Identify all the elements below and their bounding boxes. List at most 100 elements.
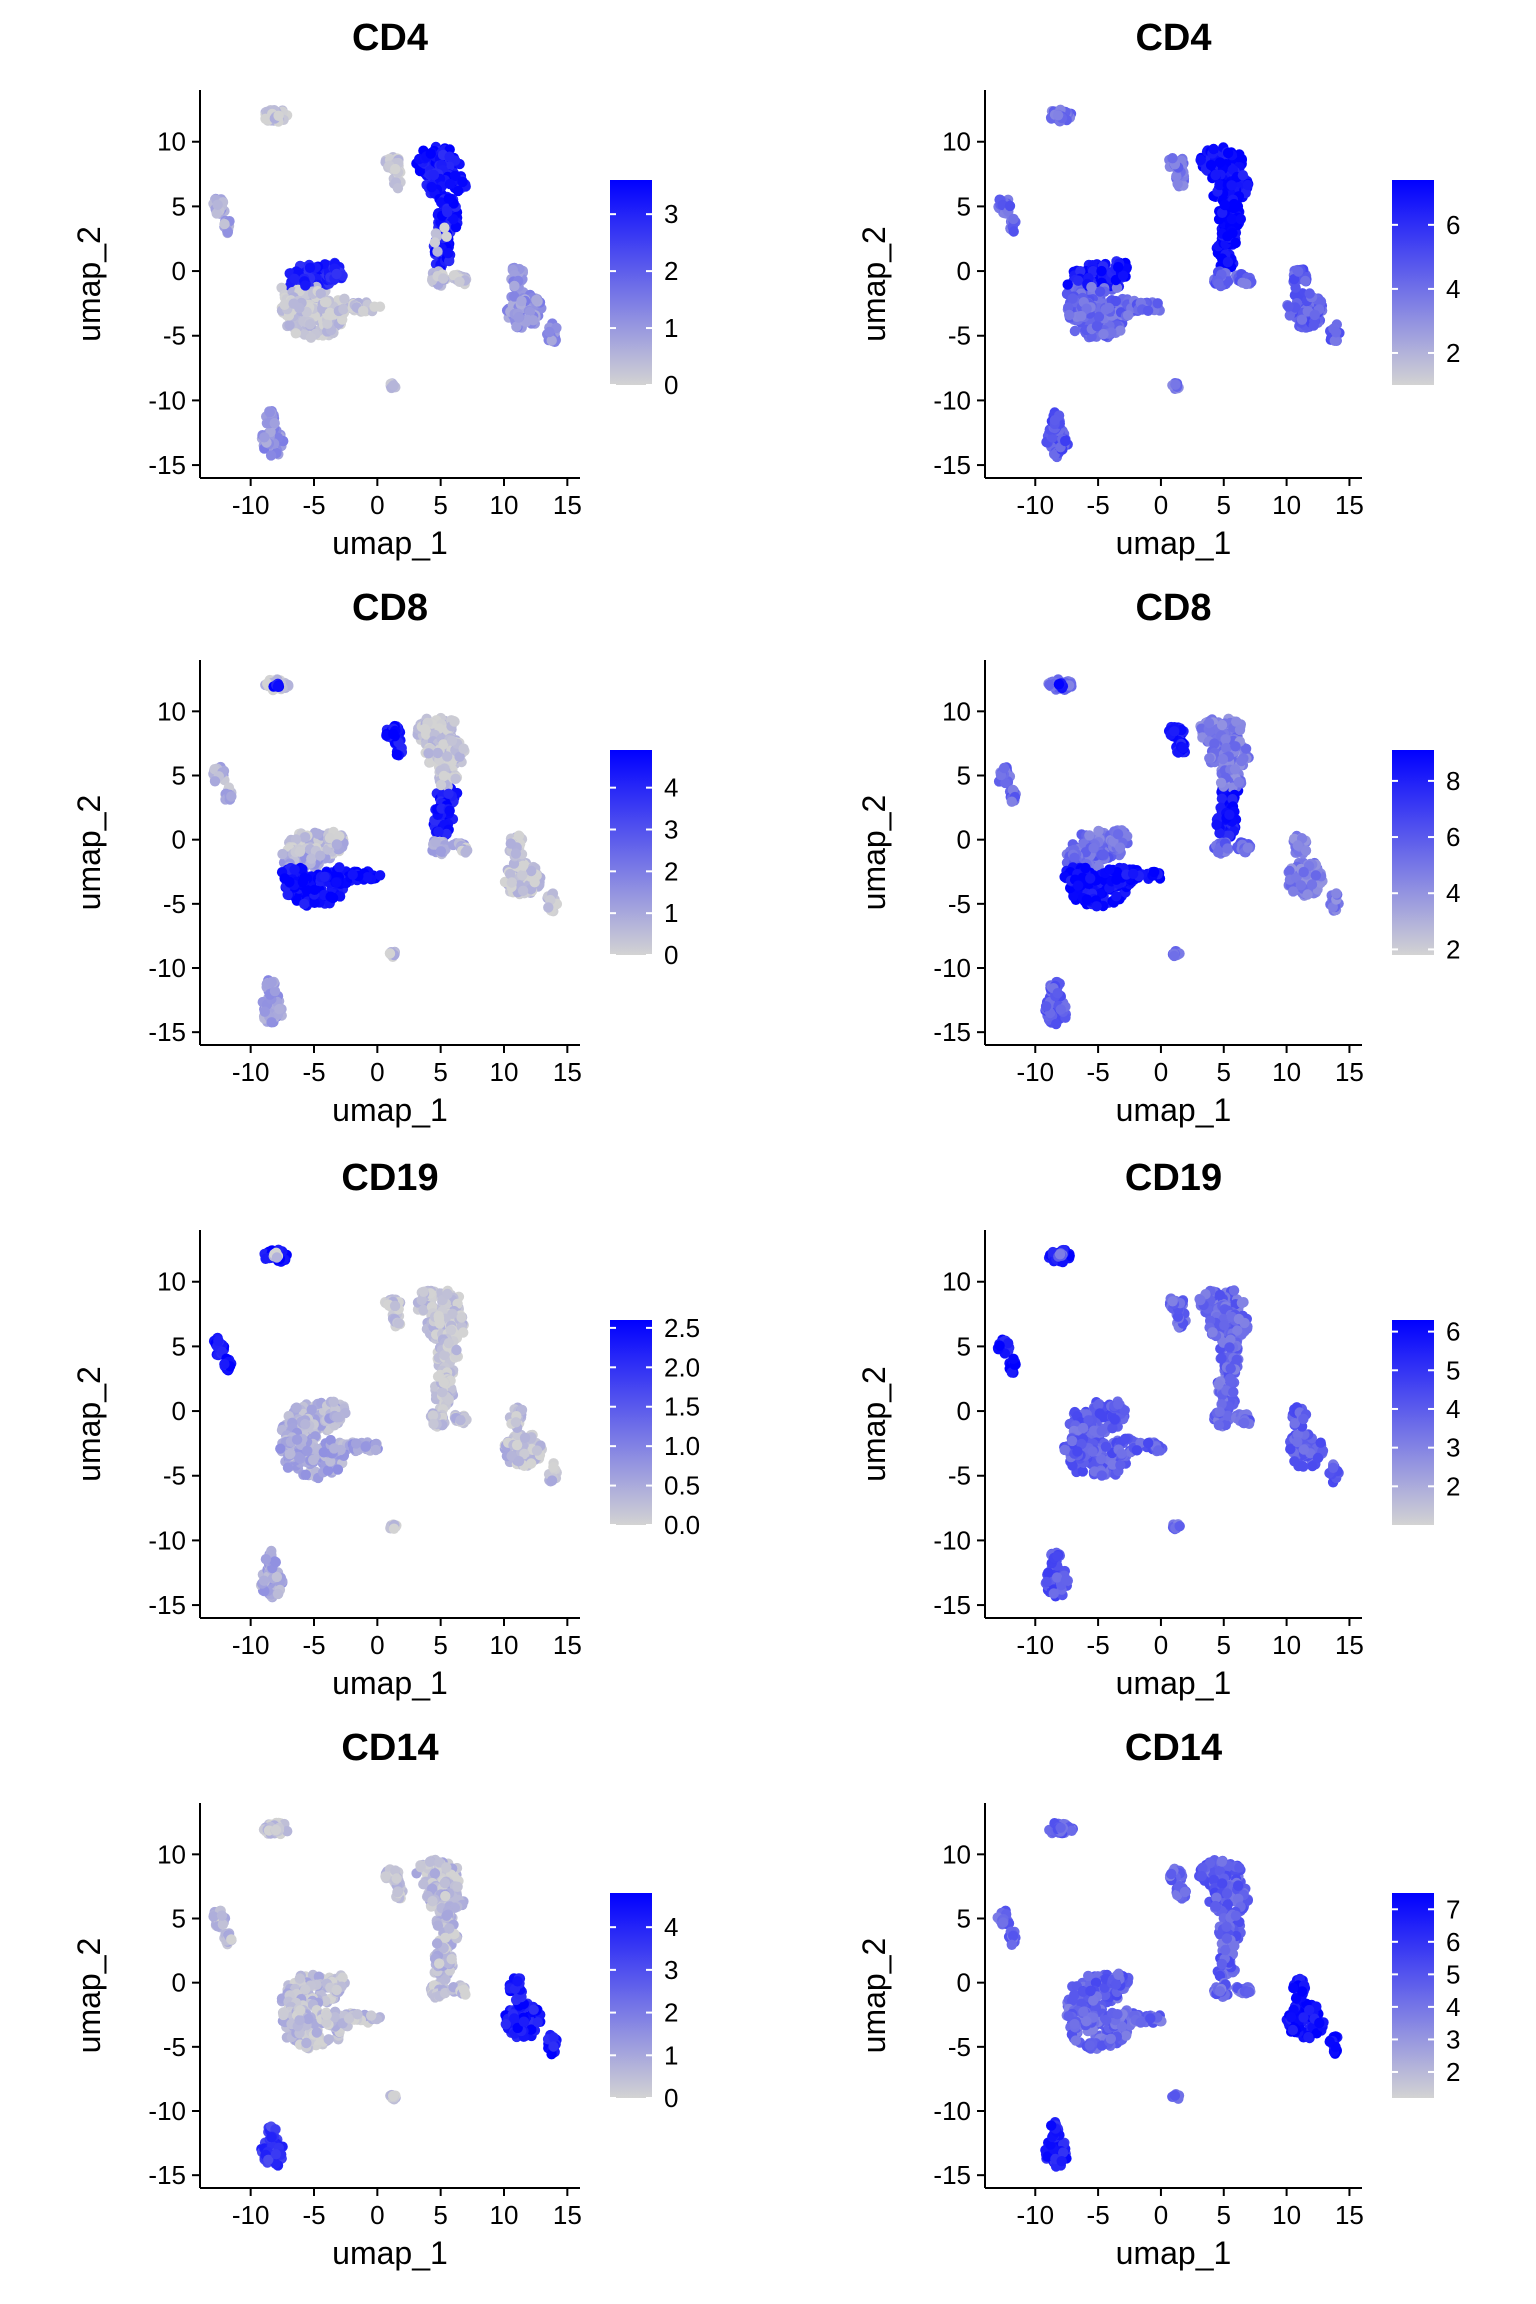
umap-point — [1236, 755, 1247, 767]
umap-point — [517, 869, 528, 881]
umap-point — [347, 869, 358, 880]
umap-point — [1288, 274, 1300, 285]
umap-point — [259, 1006, 270, 1017]
umap-point — [1069, 852, 1080, 863]
umap-point — [1142, 305, 1154, 316]
umap-point — [433, 1313, 445, 1325]
umap-point — [266, 977, 277, 988]
umap-point — [1213, 278, 1224, 289]
umap-point — [1217, 753, 1229, 765]
panel-title: CD4 — [1135, 17, 1211, 59]
x-tick-label: 15 — [553, 1630, 582, 1660]
umap-point — [258, 1575, 270, 1586]
umap-point — [441, 231, 452, 242]
x-tick-label: -10 — [1016, 490, 1054, 520]
umap-point — [300, 280, 311, 291]
umap-point — [360, 1441, 371, 1453]
y-tick-label: 10 — [942, 696, 971, 726]
x-axis-label: umap_1 — [1116, 525, 1232, 561]
y-tick-label: 0 — [172, 825, 186, 855]
umap-point — [334, 831, 345, 842]
umap-point — [306, 853, 317, 864]
umap-point — [331, 268, 342, 280]
umap-point — [516, 295, 527, 307]
x-axis-label: umap_1 — [332, 525, 448, 561]
umap-point — [513, 312, 524, 323]
x-tick-label: 5 — [1217, 1057, 1231, 1087]
umap-point — [271, 1252, 283, 1263]
umap-point — [370, 1444, 381, 1456]
umap-point — [510, 1417, 522, 1428]
x-tick-label: 0 — [1154, 1057, 1168, 1087]
umap-point — [1309, 309, 1321, 321]
umap-point — [1230, 237, 1241, 249]
umap-panel-cd8-left: CD8-10 -5 0 5 10 151050-5-10-15umap_1umap_243… — [71, 587, 678, 1128]
umap-point — [1235, 213, 1247, 225]
umap-point — [1088, 842, 1099, 854]
umap-point — [1073, 275, 1084, 286]
umap-point — [1044, 679, 1055, 690]
umap-point — [438, 770, 450, 782]
umap-point — [291, 1434, 303, 1445]
colorbar-tick-label: 2 — [664, 856, 678, 886]
umap-point — [269, 418, 280, 429]
umap-point — [457, 176, 468, 188]
umap-point — [300, 1469, 311, 1481]
umap-point — [443, 247, 454, 259]
umap-point — [272, 1588, 284, 1600]
umap-point — [219, 218, 230, 230]
umap-point — [444, 178, 456, 190]
umap-point — [1096, 265, 1107, 277]
y-tick-label: 5 — [172, 191, 186, 221]
umap-point — [1076, 310, 1087, 322]
umap-point — [1103, 302, 1115, 314]
umap-point — [331, 877, 342, 888]
panel-title: CD19 — [341, 1157, 438, 1199]
umap-points — [993, 674, 1344, 1030]
umap-point — [1310, 870, 1322, 881]
umap-point — [1302, 889, 1313, 900]
umap-point — [1077, 1422, 1089, 1434]
umap-point — [546, 335, 557, 346]
x-axis-label: umap_1 — [332, 1665, 448, 1701]
umap-point — [390, 163, 401, 175]
umap-point — [1060, 435, 1071, 447]
umap-point — [426, 181, 437, 193]
umap-point — [290, 328, 301, 339]
umap-point — [272, 681, 284, 692]
umap-point — [389, 1300, 401, 1312]
colorbar — [610, 750, 652, 955]
colorbar-tick-label: 4 — [664, 773, 678, 803]
umap-point — [1067, 293, 1078, 304]
colorbar-tick-label: 8 — [1446, 766, 1460, 796]
x-tick-label: 5 — [433, 1630, 447, 1660]
umap-point — [284, 320, 295, 331]
colorbar-tick-label: 1 — [664, 898, 678, 928]
umap-point — [1205, 159, 1217, 171]
umap-point — [423, 748, 434, 759]
umap-point — [312, 828, 323, 839]
umap-point — [449, 716, 460, 727]
umap-point — [1050, 1018, 1062, 1030]
colorbar-tick-label: 2 — [1446, 338, 1460, 368]
umap-point — [543, 902, 554, 913]
umap-point — [388, 728, 399, 740]
umap-point — [279, 299, 290, 310]
colorbar-tick-label: 1 — [664, 313, 678, 343]
x-tick-label: 0 — [370, 490, 384, 520]
umap-point — [442, 206, 453, 218]
colorbar-tick-label: 1.0 — [664, 1431, 700, 1461]
umap-point — [455, 1415, 466, 1426]
x-tick-label: -5 — [302, 1057, 325, 1087]
umap-point — [391, 749, 403, 760]
umap-panel-cd19-right: CD19-10 -5 0 5 10 151050-5-10-15umap_1umap_26… — [856, 1157, 1460, 1701]
umap-point — [339, 293, 350, 304]
umap-point — [1127, 868, 1139, 879]
umap-point — [299, 872, 310, 883]
y-tick-label: 10 — [157, 1267, 186, 1297]
umap-point — [1064, 309, 1075, 321]
umap-point — [1052, 110, 1064, 121]
y-tick-label: -10 — [148, 953, 186, 983]
colorbar-tick-label: 0 — [664, 940, 678, 970]
umap-point — [442, 751, 453, 762]
